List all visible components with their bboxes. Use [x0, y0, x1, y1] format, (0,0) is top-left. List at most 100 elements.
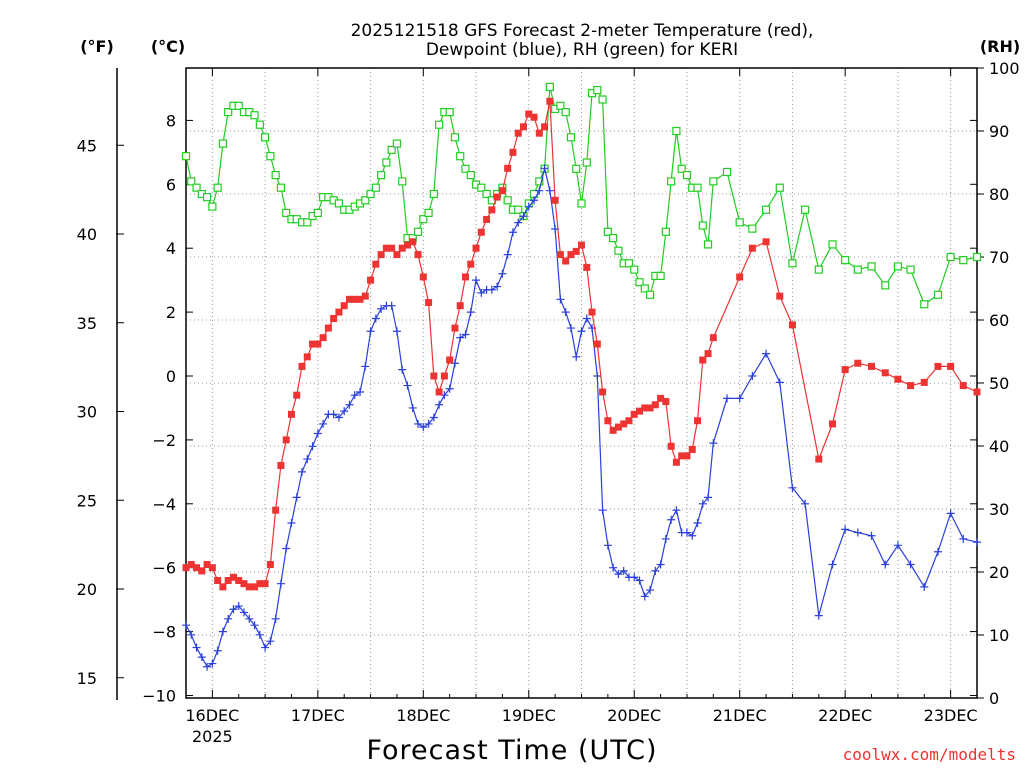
dewpoint-point [240, 608, 249, 617]
rh-point [503, 196, 512, 205]
temperature-point [356, 295, 364, 303]
dewpoint-point [530, 196, 539, 205]
rh-point [661, 227, 670, 236]
rh-point [266, 152, 275, 161]
temperature-point [947, 362, 955, 370]
rh-point [828, 240, 837, 249]
x-tick-label: 22DEC [818, 706, 872, 725]
dewpoint-point [841, 525, 850, 534]
dewpoint-point [392, 327, 401, 336]
dewpoint-point [313, 429, 322, 438]
dewpoint-point [408, 403, 417, 412]
temperature-point [372, 260, 380, 268]
dewpoint-point [398, 365, 407, 374]
data-series [181, 82, 982, 671]
dewpoint-point [640, 592, 649, 601]
temperature-point [556, 251, 564, 259]
temperature-point [245, 583, 253, 591]
dewpoint-point [577, 327, 586, 336]
rh-point [614, 246, 623, 255]
x-tick-label: 20DEC [607, 706, 661, 725]
fahrenheit-tick-label: 45 [77, 136, 97, 155]
dewpoint-point [424, 419, 433, 428]
fahrenheit-unit-label: (°F) [80, 37, 114, 56]
rh-point [677, 164, 686, 173]
temperature-point [403, 241, 411, 249]
dewpoint-point [933, 547, 942, 556]
rh-point [181, 152, 191, 161]
dewpoint-point [762, 349, 771, 358]
rh-point [424, 208, 433, 217]
temperature-point [651, 401, 659, 409]
dewpoint-point [598, 506, 607, 515]
rh-point [461, 164, 470, 173]
temperature-point [456, 302, 464, 310]
x-tick-label: 17DEC [291, 706, 345, 725]
temperature-point [934, 362, 942, 370]
temperature-point [583, 263, 591, 271]
dewpoint-point [572, 352, 581, 361]
dewpoint-point [535, 186, 544, 195]
fahrenheit-tick-label: 25 [77, 491, 97, 510]
fahrenheit-tick-label: 15 [77, 669, 97, 688]
dewpoint-point [704, 493, 713, 502]
rh-tick-label: 80 [989, 185, 1009, 204]
celsius-tick-label: −10 [142, 687, 176, 706]
temperature-point [894, 375, 902, 383]
celsius-tick-label: 8 [166, 111, 176, 130]
dewpoint-point [635, 576, 644, 585]
dewpoint-point [540, 164, 549, 173]
temperature-point [514, 129, 522, 137]
rh-point [450, 133, 460, 142]
dewpoint-point [250, 621, 259, 630]
rh-point [645, 290, 655, 299]
rh-point [192, 183, 201, 192]
rh-point [208, 202, 217, 211]
dewpoint-point [656, 560, 665, 569]
dewpoint-point [667, 515, 676, 524]
temperature-point [868, 362, 876, 370]
temperature-point [599, 388, 607, 396]
rh-point [572, 164, 581, 173]
series-dewpoint [182, 164, 981, 671]
rh-point [788, 259, 797, 268]
rh-point [709, 177, 718, 186]
temperature-point [562, 257, 570, 265]
temperature-point [657, 394, 665, 402]
dewpoint-point [582, 314, 591, 323]
rh-point [959, 256, 968, 265]
dewpoint-point [435, 400, 444, 409]
rh-point [853, 265, 862, 274]
celsius-tick-label: −6 [152, 559, 176, 578]
series-temperature [182, 97, 981, 591]
temperature-point [614, 423, 622, 431]
x-tick-label: 21DEC [713, 706, 767, 725]
temperature-point [182, 564, 190, 572]
rh-point [972, 252, 982, 262]
rh-point [609, 234, 618, 243]
rh-point [466, 171, 475, 180]
rh-point [202, 193, 212, 202]
dewpoint-point [493, 282, 502, 291]
credit-label: coolwx.com/modelts [843, 745, 1016, 764]
rh-tick-label: 50 [989, 374, 1009, 393]
temperature-point [472, 244, 480, 252]
dewpoint-point [345, 400, 354, 409]
rh-point [371, 183, 380, 192]
temperature-point [667, 442, 675, 450]
temperature-point [324, 324, 332, 332]
rh-point [445, 107, 454, 117]
dewpoint-point [387, 301, 396, 310]
temperature-point [367, 276, 375, 284]
rh-point [419, 215, 428, 224]
rh-tick-label: 40 [989, 437, 1009, 456]
temperature-point [430, 372, 438, 380]
rh-point [261, 133, 270, 142]
rh-point [366, 189, 375, 199]
rh-point [514, 205, 523, 214]
rh-point [667, 177, 676, 186]
temperature-point [277, 461, 285, 469]
temperature-point [461, 273, 469, 281]
dewpoint-point [472, 276, 481, 285]
